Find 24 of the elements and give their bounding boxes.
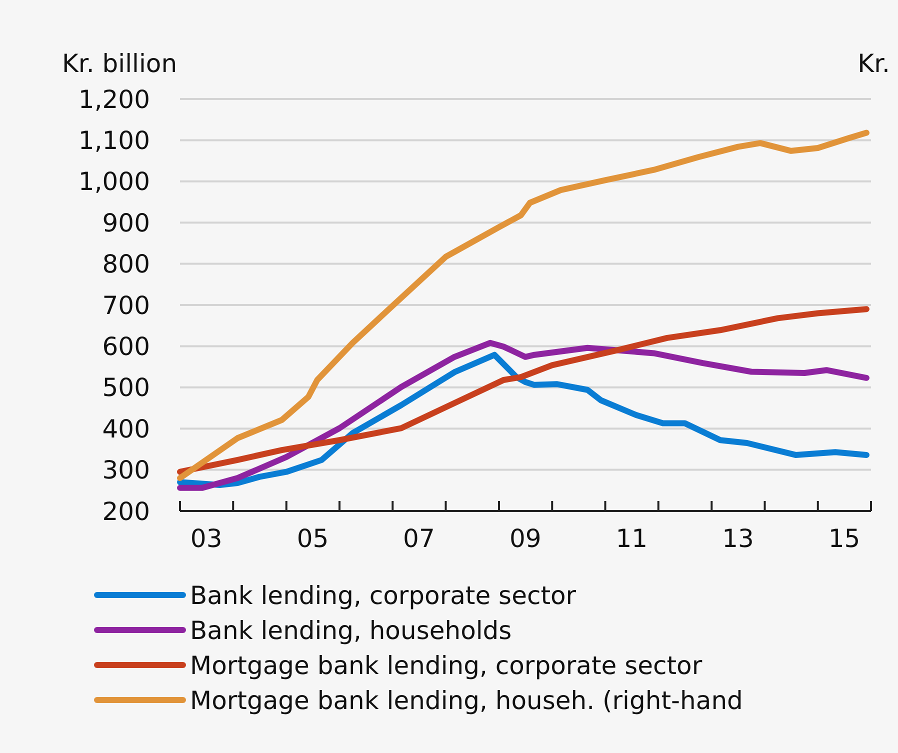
- legend-label: Mortgage bank lending, corporate sector: [190, 650, 703, 680]
- y-tick-label: 1,100: [78, 126, 150, 155]
- x-tick-label: 03: [190, 524, 222, 553]
- y-tick-label: 300: [102, 456, 150, 485]
- x-tick-label: 05: [296, 524, 329, 553]
- legend-label: Mortgage bank lending, househ. (right-hand: [190, 686, 743, 715]
- y-tick-label: 500: [102, 373, 150, 402]
- legend-label: Bank lending, households: [190, 616, 512, 645]
- y-tick-label: 600: [102, 332, 150, 361]
- y-tick-label: 1,000: [78, 167, 150, 196]
- x-tick-label: 11: [616, 524, 648, 553]
- y-axis-title: Kr. billion: [62, 49, 178, 78]
- x-tick-label: 15: [828, 524, 860, 553]
- y-tick-label: 900: [102, 208, 150, 238]
- x-tick-label: 07: [403, 524, 435, 553]
- y-tick-label: 800: [102, 250, 150, 279]
- y-tick-label: 400: [102, 414, 150, 444]
- legend-label: Bank lending, corporate sector: [190, 580, 577, 610]
- y-tick-label: 700: [102, 290, 150, 320]
- x-tick-label: 13: [722, 524, 754, 553]
- y-tick-label: 200: [102, 496, 150, 526]
- x-tick-label: 09: [509, 524, 542, 553]
- y2-axis-title: Kr.: [858, 49, 890, 78]
- y-tick-label: 1,200: [78, 84, 150, 114]
